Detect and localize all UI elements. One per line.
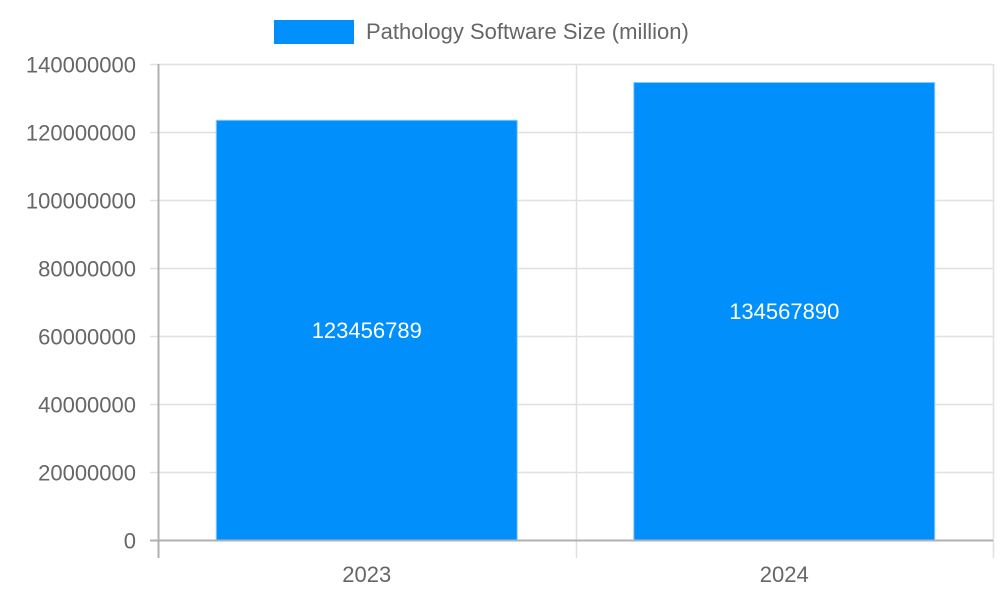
y-tick-label: 100000000 <box>26 189 136 214</box>
legend[interactable]: Pathology Software Size (million) <box>274 19 689 45</box>
y-tick-label: 0 <box>124 529 136 554</box>
y-tick-label: 120000000 <box>26 121 136 146</box>
bar-value-label: 134567890 <box>729 299 839 324</box>
x-axis: 2023 2024 <box>150 64 993 587</box>
y-tick-label: 140000000 <box>26 53 136 78</box>
bar-2024[interactable] <box>633 81 936 541</box>
y-tick-label: 60000000 <box>38 325 136 350</box>
bar-value-label: 123456789 <box>312 318 422 343</box>
bar-2023[interactable] <box>215 119 518 541</box>
bars: 123456789 134567890 <box>215 81 936 541</box>
y-tick-label: 40000000 <box>38 393 136 418</box>
x-tick-label: 2024 <box>760 562 809 587</box>
legend-label: Pathology Software Size (million) <box>366 19 689 44</box>
y-axis: 0 20000000 40000000 60000000 80000000 1000000… <box>26 53 136 554</box>
legend-swatch <box>274 20 354 44</box>
y-tick-label: 20000000 <box>38 461 136 486</box>
y-tick-label: 80000000 <box>38 257 136 282</box>
x-tick-label: 2023 <box>342 562 391 587</box>
